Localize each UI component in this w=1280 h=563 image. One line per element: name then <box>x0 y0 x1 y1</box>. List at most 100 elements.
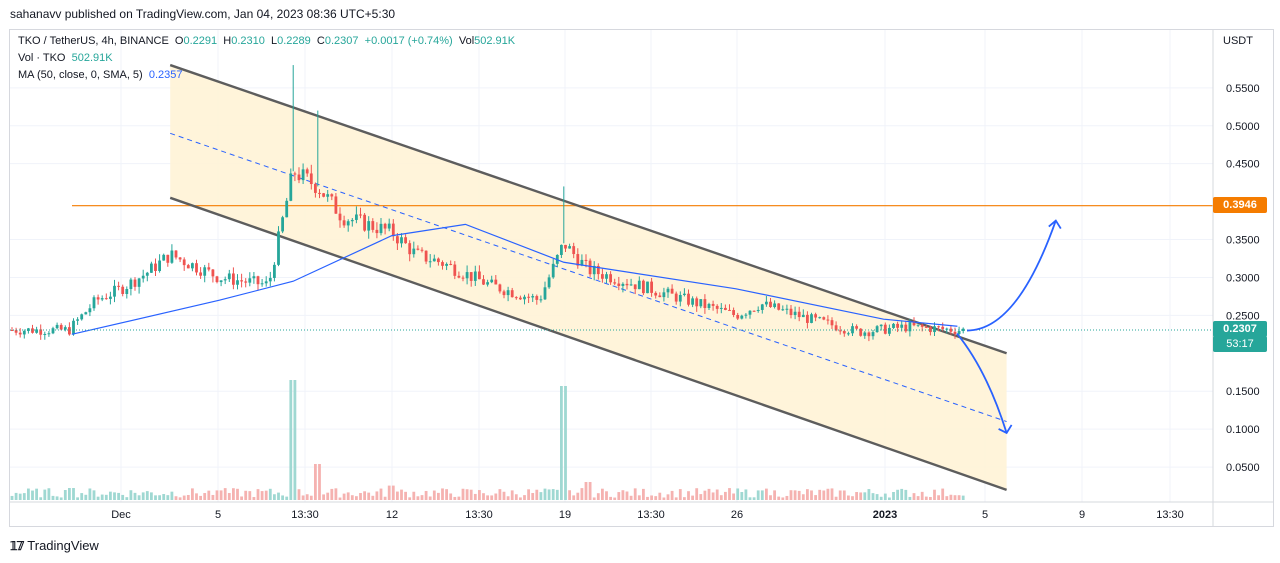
candle-body <box>449 263 453 265</box>
candle-body <box>219 280 223 283</box>
candle-body <box>760 304 764 310</box>
volume-bar <box>580 488 584 500</box>
candle-body <box>847 333 850 335</box>
volume-bars <box>10 380 965 500</box>
volume-bar <box>158 495 161 500</box>
candle-body <box>338 213 342 221</box>
volume-bar <box>43 489 47 500</box>
candle-body <box>158 260 161 271</box>
candle-body <box>346 221 350 226</box>
volume-bar <box>519 497 522 500</box>
volume-bar <box>478 490 481 500</box>
candle-body <box>711 303 715 306</box>
candle-body <box>191 263 194 269</box>
candle-body <box>35 329 38 333</box>
volume-bar <box>703 490 707 500</box>
volume-bar <box>326 492 330 500</box>
candle-body <box>621 283 625 286</box>
candle-body <box>355 214 358 220</box>
volume-bar <box>605 491 608 500</box>
candle-body <box>637 280 641 290</box>
candle-body <box>256 276 260 285</box>
candles <box>10 65 965 342</box>
candle-body <box>264 281 268 284</box>
time-tick-label: 13:30 <box>465 509 493 521</box>
candle-body <box>367 221 371 231</box>
candle-body <box>547 277 551 288</box>
volume-bar <box>826 488 830 500</box>
projection-arrow-down <box>956 332 1008 434</box>
candle-body <box>289 173 293 201</box>
candle-body <box>207 267 211 270</box>
volume-bar <box>383 496 387 500</box>
candle-body <box>486 282 489 285</box>
candle-body <box>72 320 75 335</box>
candle-body <box>121 286 125 294</box>
candle-body <box>334 196 338 214</box>
volume-bar <box>830 488 834 500</box>
volume-bar <box>174 496 178 500</box>
volume-bar <box>699 494 703 500</box>
candle-body <box>752 310 756 312</box>
volume-bar <box>646 496 649 500</box>
price-tick-label: 0.4500 <box>1226 159 1260 171</box>
volume-bar <box>510 490 514 500</box>
candle-body <box>961 328 965 332</box>
candle-body <box>461 277 465 279</box>
volume-bar <box>859 492 863 500</box>
current-price-label: 0.2307 <box>1213 321 1267 337</box>
volume-bar <box>551 489 555 500</box>
volume-bar <box>437 492 440 500</box>
candle-body <box>785 308 789 310</box>
volume-bar <box>412 491 416 500</box>
candle-body <box>342 220 346 226</box>
candle-body <box>277 231 280 265</box>
candle-body <box>560 244 563 255</box>
candle-body <box>543 287 547 300</box>
candle-body <box>441 262 444 266</box>
candle-body <box>842 331 846 334</box>
volume-bar <box>900 488 904 500</box>
candle-body <box>883 324 887 334</box>
candle-body <box>662 292 666 298</box>
volume-bar <box>277 492 280 500</box>
volume-bar <box>322 494 325 500</box>
candle-body <box>318 192 321 194</box>
volume-bar <box>744 489 748 500</box>
candle-body <box>141 275 145 279</box>
candle-body <box>387 223 391 229</box>
legend-low-label: L <box>271 35 278 47</box>
volume-bar <box>572 495 576 500</box>
volume-bar <box>740 492 744 500</box>
volume-bar <box>285 496 289 500</box>
candle-body <box>609 274 612 283</box>
price-tick-label: 0.3000 <box>1226 272 1260 284</box>
volume-bar <box>592 497 596 500</box>
volume-bar <box>912 493 916 500</box>
volume-bar <box>834 496 838 500</box>
candle-body <box>445 263 448 266</box>
volume-bar <box>182 495 186 500</box>
chart-frame <box>9 29 1274 527</box>
candle-body <box>76 319 79 321</box>
volume-bar <box>227 493 231 500</box>
time-tick-label: 5 <box>215 509 221 521</box>
candle-body <box>576 254 580 266</box>
volume-bar <box>736 488 740 500</box>
legend-symbol: TKO / TetherUS, 4h, BINANCE <box>18 35 169 47</box>
candle-body <box>494 279 498 285</box>
candle-body <box>892 323 895 328</box>
candle-body <box>732 310 735 315</box>
candle-body <box>871 332 875 337</box>
ma-line <box>71 223 958 335</box>
volume-bar <box>121 494 125 500</box>
projection-arrows <box>956 219 1062 435</box>
volume-bar <box>654 496 658 500</box>
channel-lower-line <box>169 196 1007 491</box>
volume-bar <box>223 488 227 500</box>
footer-brand[interactable]: 𝟙𝟟 TradingView <box>10 538 99 553</box>
volume-bar <box>879 496 883 500</box>
volume-bar <box>178 497 182 500</box>
volume-bar <box>104 494 108 500</box>
